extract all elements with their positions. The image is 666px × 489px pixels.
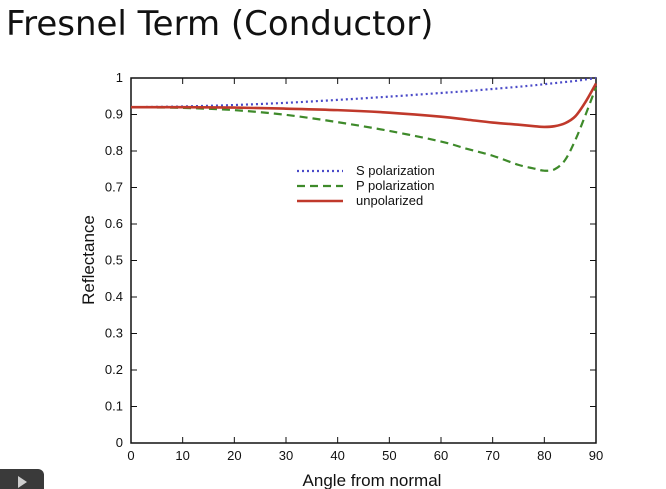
x-tick-label: 80 xyxy=(537,448,551,463)
x-tick-label: 0 xyxy=(127,448,134,463)
x-tick-label: 70 xyxy=(485,448,499,463)
y-tick-label: 0.7 xyxy=(105,180,123,195)
x-tick-label: 10 xyxy=(175,448,189,463)
y-tick-label: 0.5 xyxy=(105,253,123,268)
x-tick-label: 90 xyxy=(589,448,603,463)
series-group xyxy=(130,76,598,172)
y-tick-label: 0.1 xyxy=(105,399,123,414)
x-tick-label: 20 xyxy=(227,448,241,463)
y-tick-label: 0.3 xyxy=(105,326,123,341)
x-axis-label: Angle from normal xyxy=(303,471,442,489)
x-tick-label: 40 xyxy=(330,448,344,463)
y-tick-label: 0.8 xyxy=(105,143,123,158)
x-tick-label: 50 xyxy=(382,448,396,463)
y-tick-label: 0.2 xyxy=(105,362,123,377)
series-line-s-polarization xyxy=(130,76,597,109)
y-tick-label: 0.9 xyxy=(105,107,123,122)
y-axis: 0 0.1 0.2 0.3 0.4 0.5 0.6 0.7 0.8 0.9 1 xyxy=(105,70,596,450)
x-tick-label: 60 xyxy=(434,448,448,463)
legend-label: unpolarized xyxy=(356,193,423,208)
x-tick-label: 30 xyxy=(279,448,293,463)
y-tick-label: 0 xyxy=(116,435,123,450)
plot-frame xyxy=(130,77,597,444)
slide-title: Fresnel Term (Conductor) xyxy=(6,4,434,44)
x-axis: 0 10 20 30 40 50 60 70 80 90 xyxy=(127,78,603,463)
play-button[interactable] xyxy=(0,469,44,489)
legend-label: S polarization xyxy=(356,163,435,178)
series-line-p-polarization xyxy=(130,86,598,172)
y-tick-label: 0.6 xyxy=(105,216,123,231)
series-line-unpolarized xyxy=(130,82,598,129)
y-axis-label: Reflectance xyxy=(79,215,98,305)
y-tick-label: 1 xyxy=(116,70,123,85)
play-icon xyxy=(18,476,27,488)
y-tick-label: 0.4 xyxy=(105,289,123,304)
legend-label: P polarization xyxy=(356,178,435,193)
